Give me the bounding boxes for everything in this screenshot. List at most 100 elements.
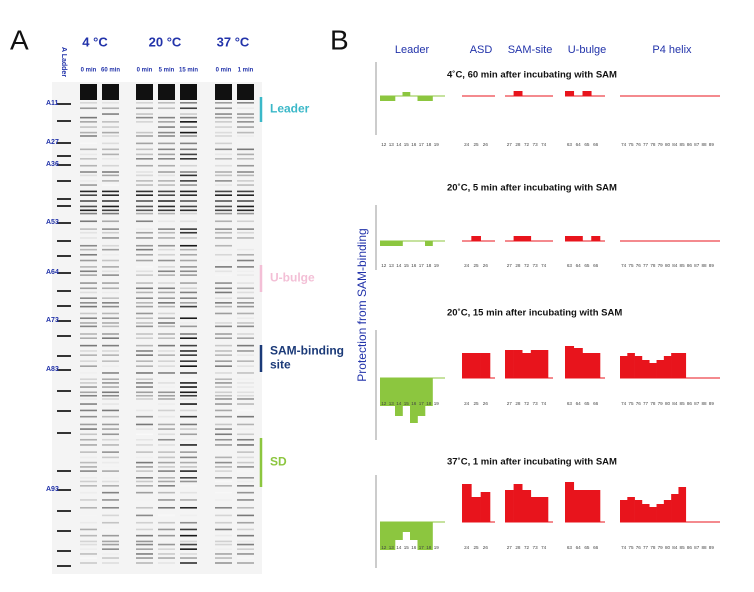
gel-band <box>102 107 119 110</box>
gel-band <box>215 174 232 177</box>
gel-band <box>215 456 232 459</box>
gel-band <box>102 354 119 356</box>
gel-band <box>180 248 197 251</box>
ladder-band <box>57 142 71 144</box>
gel-band <box>180 212 197 215</box>
x-tick-label: 88 <box>701 401 707 406</box>
gel-lanes <box>57 84 254 567</box>
gel-band <box>215 548 232 550</box>
gel-band <box>80 372 97 374</box>
gel-band <box>180 360 197 362</box>
x-tick-label: 25 <box>473 263 479 268</box>
gel-band <box>237 116 254 119</box>
gel-band <box>180 365 197 367</box>
gel-band <box>158 84 175 100</box>
gel-band <box>102 200 119 202</box>
gel-band <box>136 302 153 304</box>
column-header: ASD <box>470 44 493 56</box>
gel-band <box>136 398 153 400</box>
gel-band <box>237 485 254 487</box>
gel-band <box>102 126 119 128</box>
gel-band <box>180 553 197 555</box>
gel-band <box>158 171 175 173</box>
gel-band <box>80 266 97 268</box>
x-tick-label: 16 <box>411 142 417 147</box>
bar <box>380 378 388 406</box>
x-tick-label: 26 <box>483 401 489 406</box>
x-tick-label: 18 <box>426 401 432 406</box>
gel-band <box>215 116 232 119</box>
ladder-band <box>57 550 71 552</box>
gel-band <box>237 534 254 537</box>
x-tick-label: 14 <box>396 545 402 550</box>
gel-band <box>237 291 254 294</box>
gel-band <box>80 423 97 426</box>
gel-band <box>80 205 97 208</box>
ladder-band <box>57 390 71 392</box>
gel-band <box>158 274 175 276</box>
ladder-band <box>57 369 71 371</box>
gel-band <box>215 164 232 167</box>
gel-band <box>136 317 153 320</box>
gel-band <box>80 174 97 177</box>
gel-band <box>102 562 119 564</box>
gel-band <box>237 121 254 123</box>
bar <box>634 356 643 378</box>
gel-band <box>237 444 254 446</box>
x-tick-label: 77 <box>643 142 649 147</box>
x-tick-label: 87 <box>694 142 700 147</box>
x-tick-label: 14 <box>396 401 402 406</box>
gel-band <box>102 456 119 459</box>
gel-band <box>215 244 232 247</box>
gel-band <box>180 344 197 347</box>
gel-band <box>237 403 254 405</box>
gel-band <box>237 126 254 128</box>
ladder-band <box>57 335 71 337</box>
nucleotide-label: A73 <box>46 317 59 324</box>
gel-band <box>80 274 97 276</box>
gel-band <box>158 514 175 517</box>
gel-band <box>237 386 254 388</box>
x-tick-label: 65 <box>584 401 590 406</box>
gel-band <box>158 142 175 145</box>
gel-band <box>80 190 97 193</box>
x-tick-label: 84 <box>672 142 678 147</box>
gel-band <box>158 543 175 546</box>
gel-band <box>158 354 175 356</box>
x-tick-label: 17 <box>419 545 425 550</box>
gel-band <box>180 142 197 145</box>
gel-band <box>136 184 153 186</box>
gel-band <box>237 540 254 543</box>
bar <box>505 490 514 522</box>
gel-band <box>102 237 119 239</box>
gel-band <box>158 461 175 464</box>
gel-band <box>237 135 254 137</box>
gel-band <box>158 553 175 555</box>
gel-band <box>180 391 197 394</box>
gel-band <box>158 212 175 215</box>
gel-band <box>102 365 119 367</box>
gel-band <box>237 466 254 468</box>
gel-band <box>136 451 153 453</box>
x-tick-label: 77 <box>643 263 649 268</box>
gel-band <box>136 209 153 212</box>
gel-band <box>102 171 119 173</box>
gel-band <box>102 415 119 418</box>
x-tick-label: 66 <box>593 545 599 550</box>
gel-band <box>80 153 97 156</box>
gel-band <box>237 499 254 501</box>
column-header: Leader <box>395 44 430 56</box>
gel-band <box>80 305 97 308</box>
gel-band <box>102 557 119 559</box>
gel-band <box>102 317 119 320</box>
gel-band <box>215 386 232 388</box>
gel-band <box>136 113 153 115</box>
gel-band <box>237 553 254 555</box>
gel-band <box>215 470 232 472</box>
x-tick-label: 74 <box>621 142 627 147</box>
gel-band <box>237 562 254 564</box>
gel-band <box>237 244 254 247</box>
x-tick-label: 75 <box>628 401 634 406</box>
gel-band <box>80 409 97 412</box>
